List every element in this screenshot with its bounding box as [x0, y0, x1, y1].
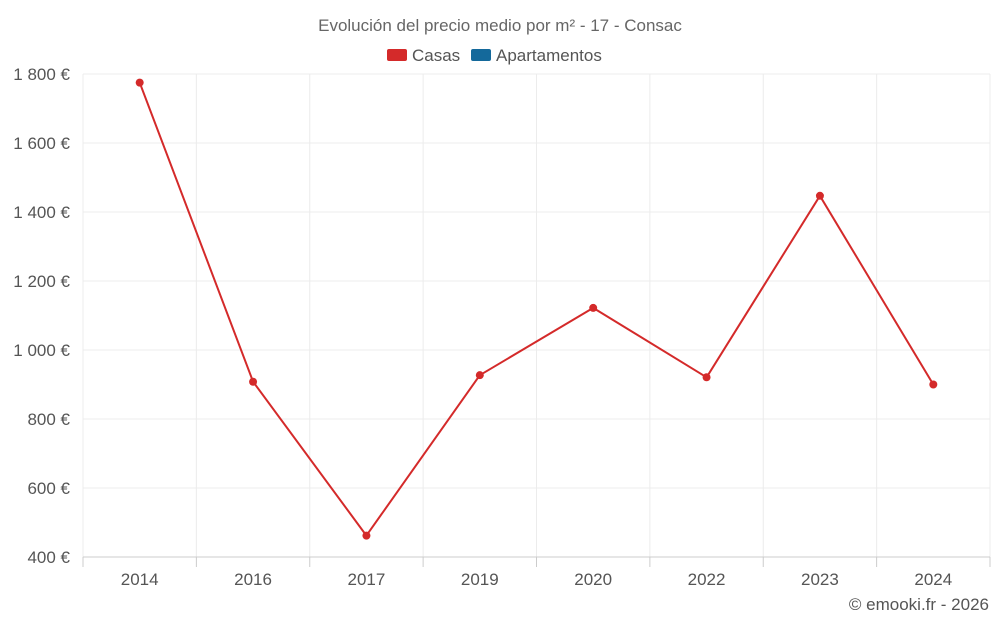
x-tick-label: 2024	[914, 570, 952, 589]
legend-label-apartamentos[interactable]: Apartamentos	[496, 46, 602, 65]
data-point[interactable]	[135, 78, 144, 87]
x-tick-label: 2017	[348, 570, 386, 589]
x-tick-label: 2022	[688, 570, 726, 589]
y-tick-label: 1 600 €	[13, 134, 70, 153]
y-tick-label: 600 €	[27, 479, 70, 498]
series-line-casas	[138, 82, 935, 537]
legend-swatch-casas[interactable]	[387, 49, 407, 61]
data-point[interactable]	[249, 377, 258, 386]
data-point[interactable]	[702, 373, 711, 382]
y-tick-label: 1 800 €	[13, 65, 70, 84]
y-tick-label: 1 000 €	[13, 341, 70, 360]
data-point[interactable]	[929, 380, 938, 389]
y-tick-label: 800 €	[27, 410, 70, 429]
chart-title: Evolución del precio medio por m² - 17 -…	[318, 16, 682, 35]
x-tick-label: 2014	[121, 570, 159, 589]
data-point[interactable]	[475, 371, 484, 380]
data-point[interactable]	[362, 531, 371, 540]
x-tick-label: 2023	[801, 570, 839, 589]
x-tick-label: 2016	[234, 570, 272, 589]
data-point[interactable]	[815, 191, 824, 200]
x-tick-label: 2019	[461, 570, 499, 589]
y-tick-label: 400 €	[27, 548, 70, 567]
series-casas	[135, 78, 938, 540]
data-point[interactable]	[589, 303, 598, 312]
y-tick-label: 1 400 €	[13, 203, 70, 222]
credit-text: © emooki.fr - 2026	[849, 595, 989, 614]
legend-swatch-apartamentos[interactable]	[471, 49, 491, 61]
y-axis: 400 € 600 € 800 € 1 000 € 1 200 € 1 400 € 1 60…	[13, 65, 70, 567]
chart-legend: Casas Apartamentos	[387, 46, 602, 65]
grid	[82, 73, 991, 557]
x-tick-label: 2020	[574, 570, 612, 589]
y-tick-label: 1 200 €	[13, 272, 70, 291]
x-axis: 2014 2016 2017 2019 2020 2022 2023 2024	[82, 556, 991, 589]
legend-label-casas[interactable]: Casas	[412, 46, 460, 65]
